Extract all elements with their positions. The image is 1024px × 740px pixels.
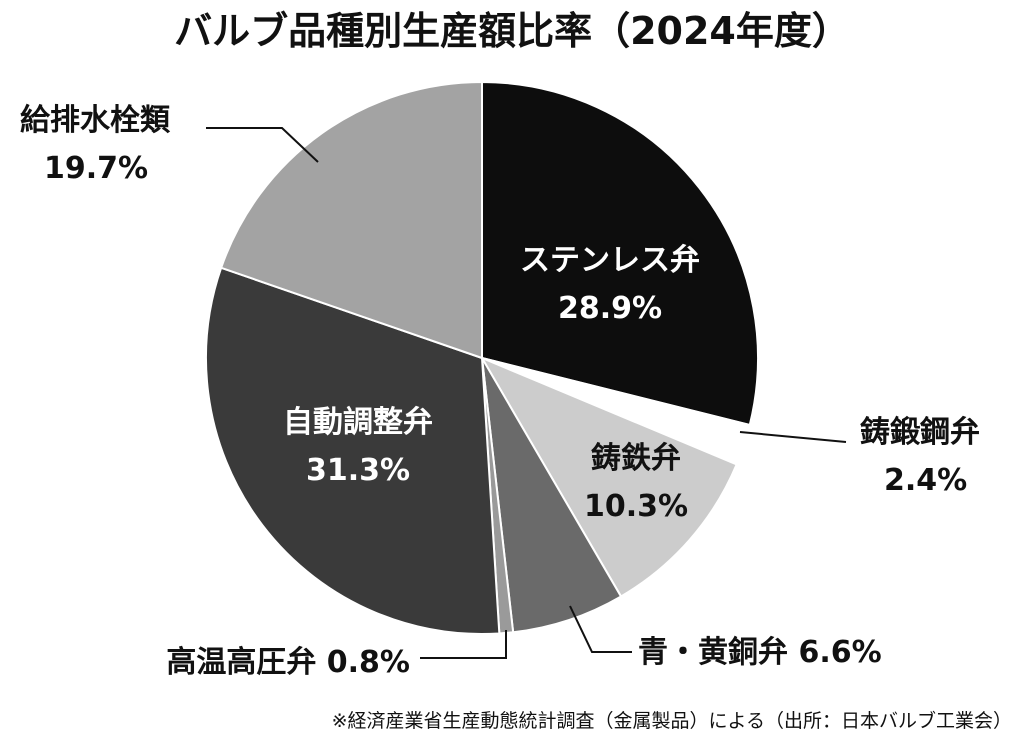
- slice-value-2: 10.3%: [584, 489, 688, 524]
- slice-name-1: 鋳鍛鋼弁: [860, 415, 980, 450]
- pie-slice-2: [479, 355, 738, 598]
- slice-name-5: 自動調整弁: [283, 405, 433, 440]
- slice-value-1: 2.4%: [884, 463, 967, 498]
- slice-value-6: 19.7%: [44, 151, 148, 186]
- leader-line-3: [569, 605, 632, 653]
- pie-slices: [205, 80, 759, 635]
- slice-label-6: 給排水栓類 19.7%: [20, 103, 171, 186]
- slice-label-1: 鋳鍛鋼弁 2.4%: [860, 415, 980, 498]
- slice-value-0: 28.9%: [558, 291, 662, 326]
- slice-value-5: 31.3%: [306, 453, 410, 488]
- leader-line-4: [420, 630, 507, 659]
- pie-slice-0: [481, 80, 759, 427]
- slice-name-0: ステンレス弁: [520, 243, 700, 278]
- slice-labels: ステンレス弁 28.9% 鋳鍛鋼弁 2.4% 鋳鉄弁 10.3% 青・黄銅弁 6.6% 高温高…: [20, 103, 980, 680]
- pie-slice-6: [219, 80, 483, 360]
- slice-label-2: 鋳鉄弁 10.3%: [584, 441, 688, 524]
- slice-label-5: 自動調整弁 31.3%: [283, 405, 433, 488]
- leader-line-6: [206, 127, 319, 163]
- slice-label-3: 青・黄銅弁 6.6%: [638, 635, 882, 670]
- source-note: ※経済産業省生産動態統計調査（金属製品）による（出所：日本バルブ工業会）: [332, 709, 1012, 732]
- slice-label-4: 高温高圧弁 0.8%: [166, 645, 410, 680]
- slice-name-2: 鋳鉄弁: [591, 441, 681, 476]
- pie-slice-3: [481, 357, 623, 634]
- leader-line-1: [739, 431, 847, 443]
- slice-label-0: ステンレス弁 28.9%: [520, 243, 700, 326]
- leader-lines: [206, 127, 847, 659]
- pie-slice-5: [205, 266, 501, 635]
- chart-title: バルブ品種別生産額比率（2024年度）: [174, 9, 850, 53]
- slice-name-6: 給排水栓類: [20, 103, 171, 138]
